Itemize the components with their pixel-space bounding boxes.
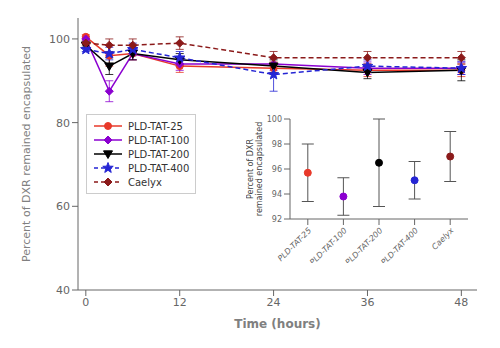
svg-text:40: 40 [56, 284, 70, 297]
html-text:PLD-TAT-200: PLD-TAT-200 [128, 148, 190, 160]
svg-text:36: 36 [360, 296, 374, 309]
svg-text:PLD-TAT-400: PLD-TAT-400 [379, 226, 420, 263]
svg-text:Caelyx: Caelyx [430, 226, 456, 252]
svg-text:0: 0 [82, 296, 89, 309]
svg-text:80: 80 [56, 117, 70, 130]
svg-text:PLD-TAT-25: PLD-TAT-25 [276, 226, 313, 263]
svg-text:24: 24 [267, 296, 281, 309]
html-text:PLD-TAT-25: PLD-TAT-25 [128, 120, 183, 132]
html-text:PLD-TAT-400: PLD-TAT-400 [128, 162, 190, 174]
svg-text:Percent of DXRremained encapsu: Percent of DXRremained encapsulated [246, 122, 264, 216]
svg-text:PLD-TAT-100: PLD-TAT-100 [308, 226, 349, 263]
svg-text:60: 60 [56, 200, 70, 213]
svg-text:100: 100 [49, 33, 70, 46]
svg-text:Time (hours): Time (hours) [234, 317, 320, 331]
svg-text:Percent of DXR remained encaps: Percent of DXR remained encapsulated [20, 46, 33, 262]
svg-text:12: 12 [173, 296, 187, 309]
html-text:Caelyx: Caelyx [128, 176, 162, 188]
svg-text:PLD-TAT-200: PLD-TAT-200 [343, 226, 384, 263]
svg-text:94: 94 [271, 190, 281, 199]
html-text:PLD-TAT-100: PLD-TAT-100 [128, 134, 190, 146]
svg-text:98: 98 [271, 140, 281, 149]
svg-text:48: 48 [454, 296, 468, 309]
svg-text:92: 92 [271, 215, 281, 224]
svg-text:100: 100 [266, 115, 281, 124]
svg-text:96: 96 [271, 165, 281, 174]
